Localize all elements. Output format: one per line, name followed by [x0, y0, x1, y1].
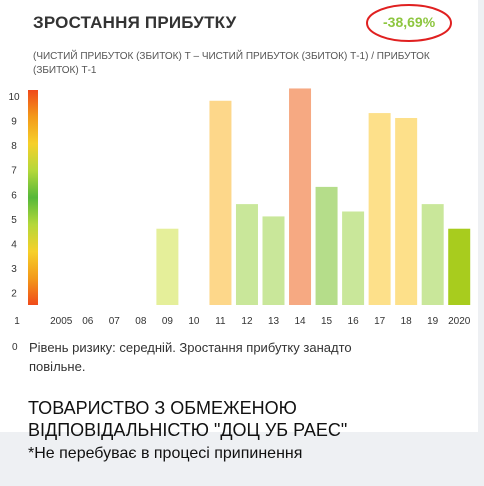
- chart-title: ЗРОСТАННЯ ПРИБУТКУ: [33, 13, 237, 32]
- bar-13: [262, 216, 285, 305]
- company-status: *Не перебуває в процесі припинення: [28, 445, 303, 462]
- y-tick-label: 7: [11, 166, 17, 177]
- bar-14: [289, 88, 312, 305]
- y-tick-label: 3: [11, 264, 17, 275]
- bar-2020: [448, 228, 471, 305]
- y-tick-label: 6: [11, 190, 17, 201]
- bar-12: [235, 204, 258, 305]
- x-tick-label: 2005: [50, 316, 73, 327]
- bar-17: [368, 113, 391, 305]
- bar-09: [156, 228, 179, 305]
- bar-16: [342, 211, 365, 305]
- risk-description: Рівень ризику: середній. Зростання прибу…: [29, 340, 352, 374]
- y-tick-label: 8: [11, 141, 17, 152]
- x-axis-start-label: 1: [14, 316, 20, 327]
- profit-growth-chart: 2 3 4 5 6 7 8 9 10 1 2005 06 07 08 09 10 11 12 13 14 15 16 17…: [8, 88, 471, 327]
- x-tick-label: 13: [268, 316, 280, 327]
- y-tick-label: 5: [11, 215, 17, 226]
- bar-19: [421, 204, 444, 305]
- x-tick-label: 09: [162, 316, 174, 327]
- x-tick-label: 19: [427, 316, 439, 327]
- risk-scale-gradient: [28, 90, 38, 305]
- x-tick-label: 12: [241, 316, 253, 327]
- x-tick-label: 10: [188, 316, 200, 327]
- highlight-ellipse: [366, 4, 452, 42]
- x-tick-label: 18: [401, 316, 413, 327]
- x-tick-label: 11: [215, 316, 226, 327]
- y-tick-label: 10: [8, 92, 20, 103]
- x-tick-label: 07: [109, 316, 121, 327]
- y-tick-label: 9: [11, 116, 17, 127]
- bars: [156, 88, 471, 306]
- formula-text: (ЧИСТИЙ ПРИБУТОК (ЗБИТОК) Т – ЧИСТИЙ ПРИ…: [33, 51, 430, 76]
- x-tick-label: 2020: [448, 316, 471, 327]
- y-tick-label: 2: [11, 289, 17, 300]
- x-tick-label: 14: [294, 316, 306, 327]
- y-tick-label: 4: [11, 239, 17, 250]
- risk-zero-label: 0: [12, 342, 18, 353]
- x-tick-label: 06: [82, 316, 94, 327]
- risk-scale-bar: [28, 90, 38, 305]
- y-axis-ticks: 2 3 4 5 6 7 8 9 10: [8, 92, 20, 300]
- x-tick-label: 17: [374, 316, 386, 327]
- x-tick-label: 15: [321, 316, 333, 327]
- x-tick-label: 08: [135, 316, 147, 327]
- bar-15: [315, 186, 338, 305]
- company-name: ТОВАРИСТВО З ОБМЕЖЕНОЮ ВІДПОВІДАЛЬНІСТЮ …: [28, 398, 348, 440]
- x-axis-ticks: 1 2005 06 07 08 09 10 11 12 13 14 15 16 17 18 19 2020: [14, 316, 471, 327]
- bar-18: [395, 117, 418, 305]
- bar-11: [209, 100, 232, 306]
- profit-change-value: -38,69%: [383, 14, 436, 30]
- highlight-ring: [366, 4, 452, 42]
- x-tick-label: 16: [348, 316, 360, 327]
